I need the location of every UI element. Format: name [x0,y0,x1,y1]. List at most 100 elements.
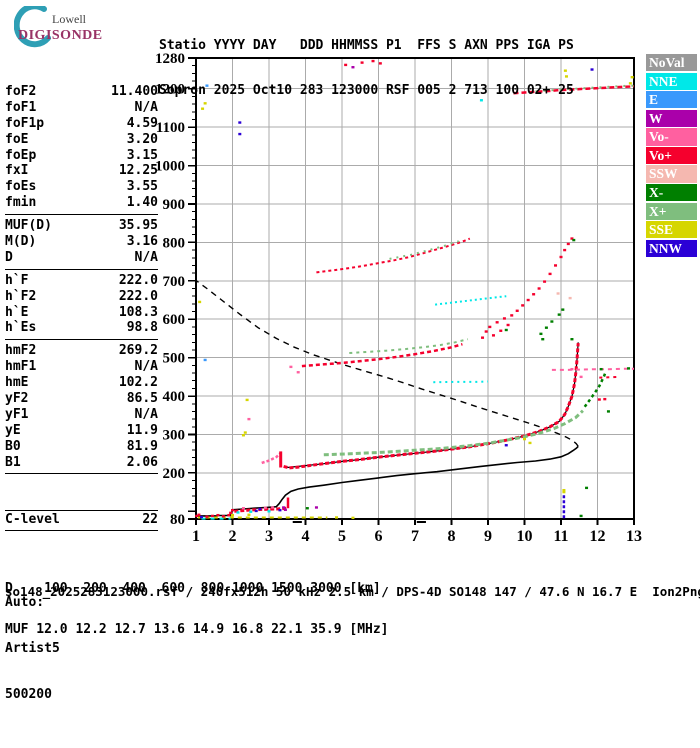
echo-speck [572,238,576,242]
x-tick-label: 10 [517,528,533,545]
echo-speck [502,317,506,320]
x-tick-label: 11 [553,528,568,545]
echo-speck [597,398,601,401]
echo-speck [195,514,199,518]
param-label: D [5,249,13,265]
x-tick-label: 5 [338,528,346,545]
logo-arc-icon [14,6,51,48]
echo-speck [495,321,499,324]
param-row-fof2: foF2 11.400 [5,84,158,100]
auto-line: 500200 [5,687,52,703]
echo-speck [271,506,275,509]
legend-item-nnw: NNW [646,239,697,257]
param-row-yf1: yF1 N/A [5,407,158,423]
param-row-hmf2: hmF2 269.2 [5,343,158,359]
param-label: foEp [5,147,37,163]
param-value: 3.20 [126,131,158,147]
header-line-1: Statio YYYY DAY DDD HHMMSS P1 FFS S AXN … [159,38,574,53]
param-row-b1: B1 2.06 [5,455,158,471]
echo-speck [197,513,201,516]
param-row-d: D N/A [5,250,158,266]
x-tick-label: 8 [448,528,456,545]
divider [5,339,158,341]
trace-o-trace-leading [261,452,281,465]
param-value: 4.59 [126,115,158,131]
echo-speck [201,107,205,110]
param-row-fxi: fxI 12.25 [5,163,158,179]
muf-distance-table: D 100 200 400 600 800 1000 1500 3000 [km… [5,555,389,650]
param-label: foF1p [5,115,45,131]
x-tick-label: 13 [626,528,642,545]
echo-speck [563,248,567,252]
echo-speck [528,441,532,445]
echo-speck [570,367,574,371]
param-label: fmin [5,195,37,211]
divider [5,268,158,270]
y-tick-label: 700 [163,274,186,290]
param-row-ye: yE 11.9 [5,423,158,439]
echo-speck [481,336,485,339]
echo-speck [296,371,300,374]
trace-x-trace-3hop [389,240,460,260]
confidence-level-row: C-level 22 [5,510,158,532]
param-value: N/A [134,359,158,375]
param-value: 1.40 [126,195,158,211]
param-label: hmF1 [5,359,37,375]
param-row-hes: h`Es 98.8 [5,320,158,336]
legend-item-vo: Vo+ [646,146,697,165]
echo-speck [523,437,526,441]
y-tick-label: 400 [163,389,186,405]
echo-speck [568,296,572,300]
param-value: 11.9 [126,422,158,438]
x-tick-label: 3 [265,528,273,545]
echo-speck [532,293,536,296]
param-value: 3.55 [126,179,158,195]
echo-speck [236,511,240,514]
param-row-he: h`E 108.3 [5,305,158,321]
echo-speck [510,314,514,317]
x-tick-label: 9 [484,528,492,545]
param-value: 222.0 [118,288,158,304]
echo-speck [506,323,510,327]
param-value: N/A [134,406,158,422]
echo-speck [570,237,574,240]
echo-speck [241,507,245,510]
param-value: 3.15 [126,147,158,163]
echo-speck [267,510,271,513]
echo-speck [254,509,258,513]
trace-scaled-trace-overlay [287,342,579,469]
param-value: 86.5 [126,391,158,407]
x-tick-label: 1 [192,528,200,545]
trace-trace-1200-x [535,84,635,93]
y-tick-label: 1200 [155,82,185,98]
echo-speck [566,242,570,246]
echo-speck [243,431,247,434]
y-tick-label: 1100 [156,120,185,136]
param-row-hf2: h`F2 222.0 [5,289,158,305]
trace-cyan-line-437 [433,380,489,384]
echo-speck [198,300,202,304]
param-label: h`Es [5,320,37,336]
echo-speck [210,514,214,518]
echo-speck [360,61,364,64]
echo-speck [550,320,554,323]
param-row-yf2: yF2 86.5 [5,391,158,407]
legend-item-e: E [646,91,697,109]
echo-speck [628,82,632,85]
param-label: yF2 [5,391,29,407]
param-label: B1 [5,454,21,470]
y-tick-label: 200 [163,466,186,482]
legend-item-noval: NoVal [646,54,697,72]
legend-item-x: X- [646,184,697,202]
echo-speck [570,338,574,341]
legend-item-nne: NNE [646,72,697,90]
echo-speck [238,132,242,136]
ionogram-plot: 8020030040050060070080090010001100120012… [155,51,642,545]
param-label: hmF2 [5,343,37,359]
echo-speck [203,358,207,362]
echo-speck [238,121,242,124]
y-tick-label: 1000 [155,159,185,175]
param-groups: foF2 11.400 foF1 N/A foF1p 4.59 foE 3.20 foEp 3.1… [5,84,158,475]
trace-cyan-arc-645 [434,295,507,306]
echo-speck [564,75,568,78]
